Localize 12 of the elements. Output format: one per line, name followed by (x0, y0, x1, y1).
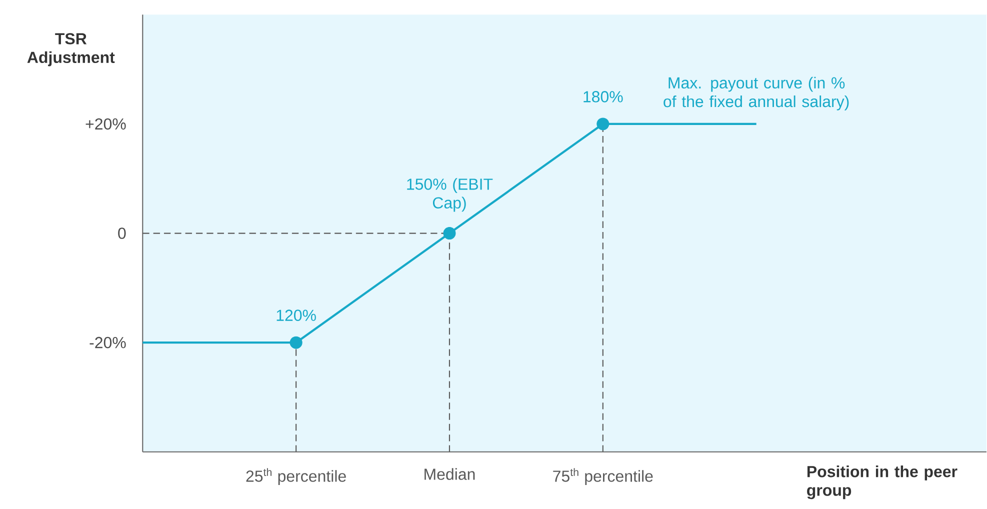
y-tick-label: +20% (86, 118, 126, 130)
x-tick-label: 75$^{th}$ percentile (553, 468, 653, 485)
x-axis-title: Position in the peer group (807, 465, 958, 500)
x-tick-label: Median (424, 468, 475, 480)
series-label: Max. payout curve (in % of the fixed annual salary) (664, 76, 849, 110)
annotation: 180% (584, 90, 623, 102)
annotation: 150% (EBIT Cap) (407, 178, 493, 212)
annotation: 120% (276, 310, 316, 321)
y-tick-label: -20% (90, 336, 126, 348)
x-tick-label: 25$^{th}$ percentile (246, 468, 346, 485)
y-tick-label: 0 (118, 228, 126, 239)
y-axis-title: TSR Adjustment (27, 32, 115, 66)
